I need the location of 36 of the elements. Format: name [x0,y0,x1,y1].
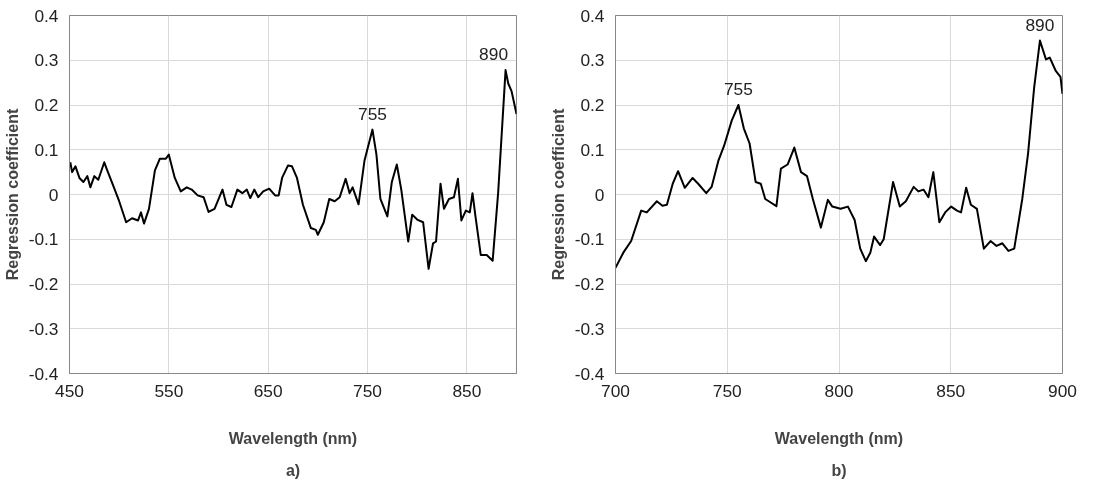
line-series [69,69,517,270]
annotation: 890 [1025,14,1055,35]
annotation: 755 [723,79,753,99]
y-tick-label: 0.4 [34,5,59,26]
y-tick-label: 0.2 [580,95,605,115]
annotation: 890 [479,44,509,65]
x-tick-label: 850 [936,380,966,401]
x-tick-label: 550 [154,380,184,401]
y-axis-title: Regression coefficient [3,108,21,281]
x-tick-label: 850 [452,380,482,401]
text: b) [831,461,847,479]
x-axis-title: Wavelength (nm) [774,429,904,447]
y-tick-label: 0.1 [580,139,605,160]
y-tick-label: -0.2 [28,274,59,294]
x-tick-label: 650 [253,380,283,401]
y-tick-label: -0.1 [28,229,59,250]
y-tick-label: 0.3 [34,50,59,71]
x-tick-label: 750 [712,380,742,401]
annotation: 755 [358,103,387,124]
y-tick-label: -0.3 [28,318,59,339]
text: a) [285,461,301,479]
y-tick-label: -0.1 [574,229,605,250]
x-tick-label: 750 [353,380,382,401]
y-tick-label: 0.2 [34,95,59,115]
y-tick-label: 0 [48,184,59,205]
x-tick-label: 900 [1048,380,1077,401]
y-tick-label: -0.3 [574,318,605,339]
y-tick-label: 0.3 [580,50,605,71]
y-axis-title: Regression coefficient [549,108,567,281]
y-tick-label: 0.1 [34,139,59,160]
y-tick-label: -0.2 [574,274,605,294]
x-tick-label: 800 [824,380,854,401]
y-tick-label: 0 [594,184,605,205]
x-axis-title: Wavelength (nm) [228,429,358,447]
line-series [615,39,1063,269]
y-tick-label: 0.4 [580,5,605,26]
